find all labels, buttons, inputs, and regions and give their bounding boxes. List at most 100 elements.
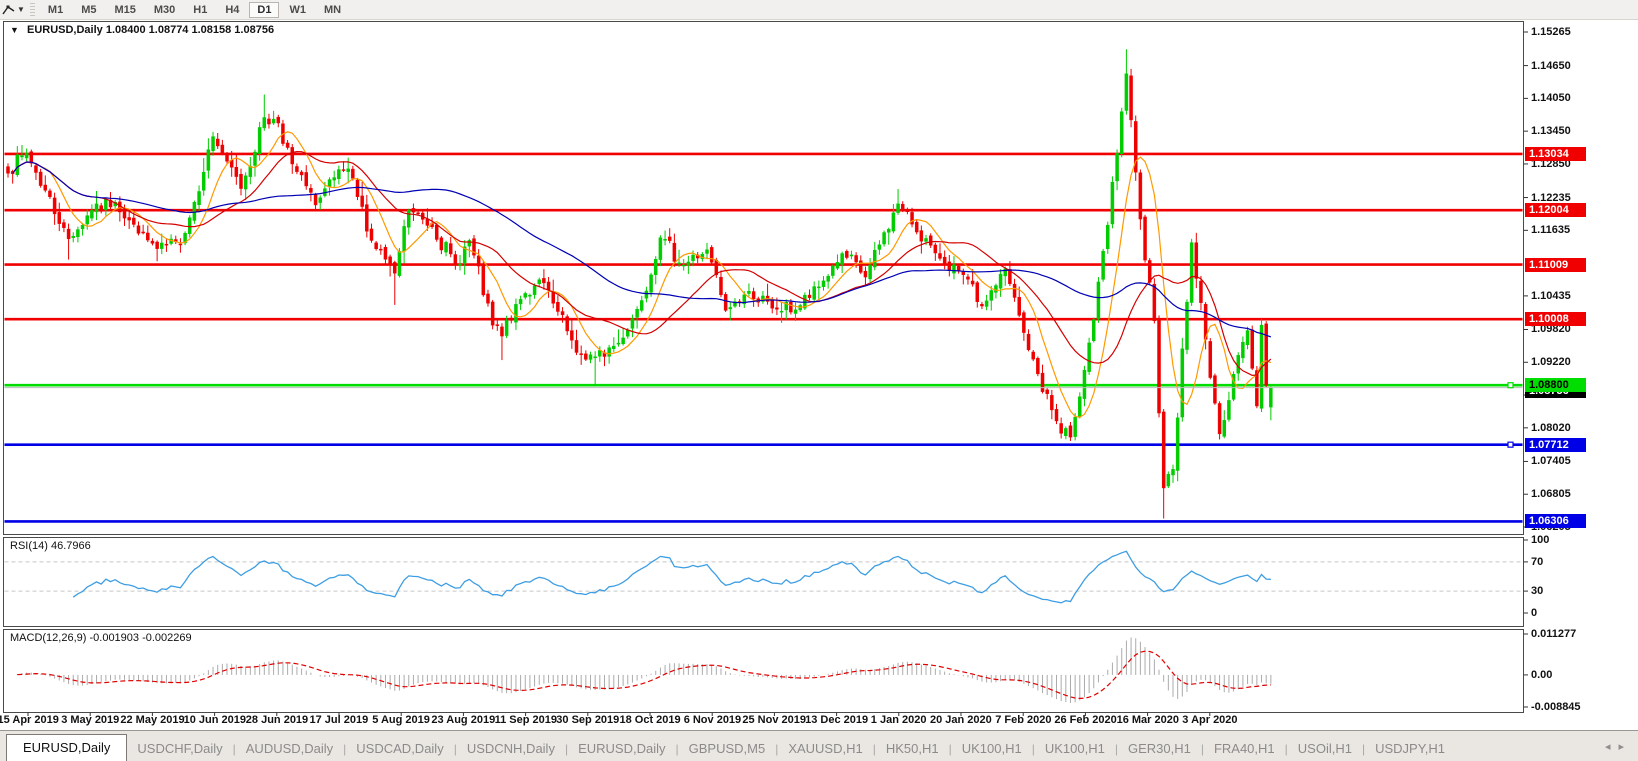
candle-body xyxy=(1022,312,1026,333)
candle-body xyxy=(989,290,994,301)
candle-body xyxy=(1087,342,1091,372)
chart-tab-7[interactable]: XAUUSD,H1 xyxy=(788,741,863,756)
price-tick-label: 1.12235 xyxy=(1531,191,1571,204)
candle-body xyxy=(439,237,444,251)
tab-scroll-right-icon[interactable]: ▸ xyxy=(1618,741,1632,753)
chart-tab-12[interactable]: FRA40,H1 xyxy=(1213,741,1275,756)
macd-tick-label: 0.00 xyxy=(1531,668,1553,681)
chart-tab-5[interactable]: EURUSD,Daily xyxy=(578,741,666,756)
candle-body xyxy=(719,276,723,296)
date-tick-label: 10 Jun 2019 xyxy=(183,714,246,726)
candle-body xyxy=(528,294,532,297)
toolbar-grip[interactable] xyxy=(29,2,35,17)
chart-tab-9[interactable]: UK100,H1 xyxy=(961,741,1022,756)
candle-body xyxy=(793,309,798,314)
candle-body xyxy=(355,179,360,197)
timeframe-button-h1[interactable]: H1 xyxy=(193,3,208,16)
candle-body xyxy=(616,342,621,345)
candle-body xyxy=(1213,375,1217,404)
candle-body xyxy=(411,208,416,213)
candle-body xyxy=(905,209,910,212)
line-handle[interactable] xyxy=(1507,441,1514,448)
chart-tab-2[interactable]: AUDUSD,Daily xyxy=(245,741,334,756)
candle-body xyxy=(1073,416,1077,437)
timeframe-button-m5[interactable]: M5 xyxy=(81,3,97,16)
candle-body xyxy=(38,171,43,186)
chart-tab-3[interactable]: USDCAD,Daily xyxy=(356,741,444,756)
draw-tool-icon[interactable] xyxy=(2,3,16,16)
timeframe-button-m15[interactable]: M15 xyxy=(114,3,136,16)
candle-body xyxy=(919,230,924,242)
candle-body xyxy=(891,212,896,232)
candle-body xyxy=(34,165,38,173)
chart-tab-8[interactable]: HK50,H1 xyxy=(885,741,939,756)
tab-separator: | xyxy=(948,742,952,756)
candle-body xyxy=(831,266,835,276)
candle-body xyxy=(593,356,597,359)
candle-body xyxy=(859,260,863,273)
candle-body xyxy=(327,179,332,188)
chart-tab-4[interactable]: USDCNH,Daily xyxy=(466,741,555,756)
timeframe-button-m30[interactable]: M30 xyxy=(153,3,176,16)
timeframe-button-m1[interactable]: M1 xyxy=(47,3,64,16)
timeframe-toolbar: ▼ M1 M5 M15 M30 H1 H4 D1 W1 MN xyxy=(0,0,1638,20)
candle-body xyxy=(150,240,155,244)
candle-body xyxy=(980,304,984,307)
candle-body xyxy=(556,301,560,312)
timeframe-button-d1[interactable]: D1 xyxy=(249,1,280,18)
chart-tab-1[interactable]: USDCHF,Daily xyxy=(137,741,223,756)
candle-body xyxy=(994,285,998,293)
candle-body xyxy=(178,243,183,246)
candle-body xyxy=(873,249,877,268)
chart-tab-10[interactable]: UK100,H1 xyxy=(1044,741,1105,756)
chart-tab-13[interactable]: USOil,H1 xyxy=(1297,741,1352,756)
date-tick-label: 13 Dec 2019 xyxy=(805,714,869,726)
timeframe-button-w1[interactable]: W1 xyxy=(289,3,306,16)
candle-body xyxy=(812,286,816,300)
candle-body xyxy=(733,301,737,307)
candle-body xyxy=(197,191,201,205)
candle-body xyxy=(253,151,257,166)
candle-body xyxy=(742,294,747,305)
candle-body xyxy=(663,239,667,241)
candle-body xyxy=(257,127,262,155)
candle-body xyxy=(1217,403,1222,435)
rsi-layer xyxy=(72,550,1271,604)
chart-tab-0[interactable]: EURUSD,Daily xyxy=(6,734,128,761)
dropdown-arrow-icon[interactable]: ▼ xyxy=(17,5,25,14)
candle-body xyxy=(789,301,793,313)
candle-body xyxy=(532,285,537,295)
candle-body xyxy=(1017,296,1021,316)
candle-body xyxy=(1129,75,1133,121)
chart-tab-6[interactable]: GBPUSD,M5 xyxy=(688,741,766,756)
candle-body xyxy=(85,215,89,225)
candle-body xyxy=(187,217,192,234)
candle-body xyxy=(984,300,989,307)
candle-body xyxy=(146,232,150,241)
tab-separator: | xyxy=(1284,742,1288,756)
candle-body xyxy=(295,166,299,172)
candle-body xyxy=(546,281,551,291)
rsi-name: RSI(14) xyxy=(10,540,48,552)
price-tick-label: 1.12850 xyxy=(1531,157,1571,170)
candle-body xyxy=(192,201,197,221)
candle-body xyxy=(751,291,756,300)
date-tick-label: 3 Apr 2020 xyxy=(1182,714,1238,726)
timeframe-button-mn[interactable]: MN xyxy=(323,3,342,16)
candle-body xyxy=(612,345,616,349)
candle-body xyxy=(1264,323,1268,386)
candle-body xyxy=(560,311,565,316)
candle-body xyxy=(467,240,472,247)
timeframe-button-h4[interactable]: H4 xyxy=(225,3,240,16)
candle-body xyxy=(509,317,514,321)
chart-tab-14[interactable]: USDJPY,H1 xyxy=(1375,741,1445,756)
line-handle[interactable] xyxy=(1507,382,1514,389)
candle-body xyxy=(490,301,495,326)
tab-scroll-arrows[interactable]: ◂▸ xyxy=(1605,740,1632,753)
chart-tab-11[interactable]: GER30,H1 xyxy=(1127,741,1191,756)
chart-menu-triangle-icon[interactable]: ▼ xyxy=(10,25,19,35)
tab-scroll-left-icon[interactable]: ◂ xyxy=(1604,741,1619,753)
macd-tick-label: -0.008845 xyxy=(1531,701,1581,713)
candle-body xyxy=(383,246,388,260)
